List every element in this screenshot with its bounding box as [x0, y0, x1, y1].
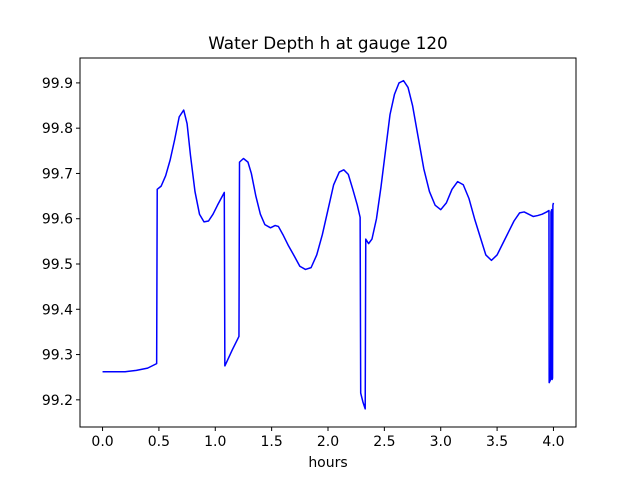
y-tick-label: 99.7: [42, 166, 73, 182]
x-tick-label: 3.0: [430, 434, 452, 450]
y-tick-label: 99.2: [42, 393, 73, 409]
y-tick-label: 99.8: [42, 121, 73, 137]
x-tick-label: 2.5: [373, 434, 395, 450]
y-tick-label: 99.4: [42, 302, 73, 318]
plot-frame: [79, 57, 577, 428]
y-tick-label: 99.5: [42, 257, 73, 273]
x-axis-ticks: 0.0 0.5 1.0 1.5 2.0 2.5 3.0 3.5 4.0: [91, 427, 565, 450]
x-tick-label: 0.5: [148, 434, 170, 450]
y-tick-label: 99.6: [42, 212, 73, 228]
x-axis-label: hours: [308, 455, 347, 471]
x-tick-label: 0.0: [91, 434, 113, 450]
y-axis-ticks: 99.2 99.3 99.4 99.5 99.6 99.7 99.8 99.9: [42, 76, 80, 409]
y-tick-label: 99.3: [42, 348, 73, 364]
chart-title: Water Depth h at gauge 120: [208, 33, 447, 53]
y-tick-label: 99.9: [42, 76, 73, 92]
x-tick-label: 4.0: [542, 434, 564, 450]
x-tick-label: 2.0: [317, 434, 339, 450]
series-line: [102, 79, 555, 410]
x-tick-label: 3.5: [486, 434, 508, 450]
x-tick-label: 1.5: [261, 434, 283, 450]
x-tick-label: 1.0: [204, 434, 226, 450]
